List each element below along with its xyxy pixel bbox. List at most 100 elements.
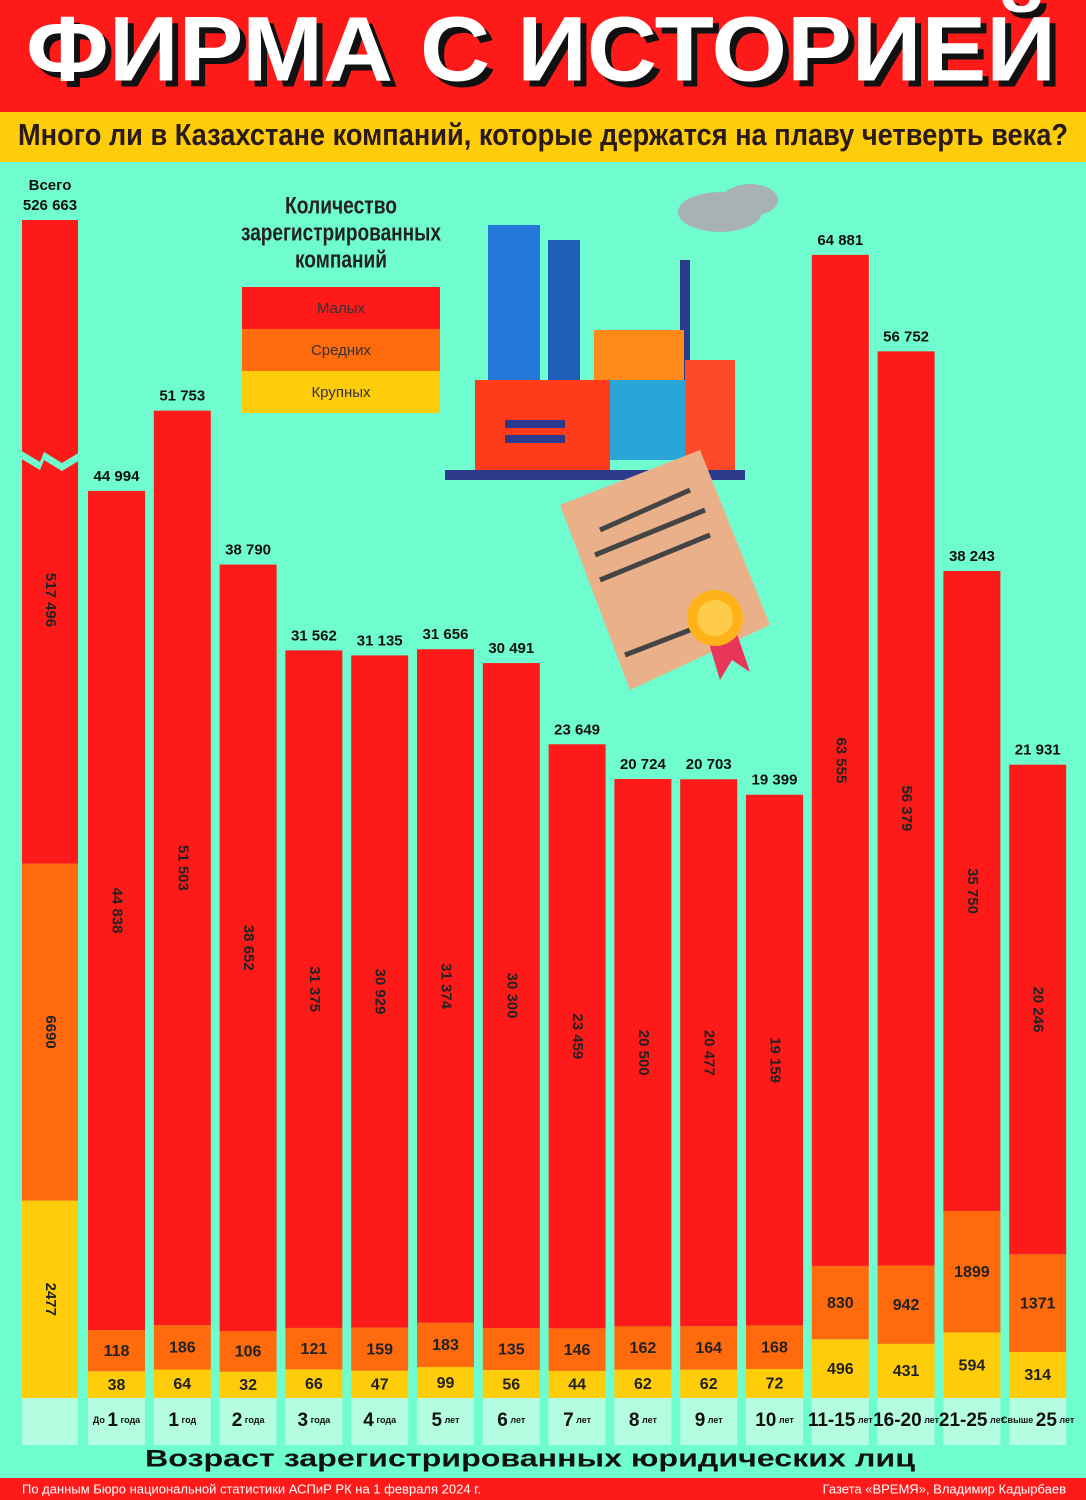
tick-part: года — [242, 1415, 265, 1425]
category-band — [153, 1398, 211, 1445]
x-tick-label: 7 лет — [563, 1410, 592, 1431]
value-label: 38 652 — [240, 925, 257, 971]
x-tick-label: 8 лет — [629, 1410, 658, 1431]
value-label: 31 375 — [306, 966, 323, 1012]
legend-title: зарегистрированных — [241, 219, 442, 246]
tick-part: Свыше — [1001, 1415, 1036, 1425]
total-label: 44 994 — [94, 468, 141, 485]
tick-part: 2 — [232, 1410, 243, 1431]
value-label: 1371 — [1020, 1295, 1056, 1312]
total-label: 21 931 — [1015, 742, 1061, 759]
bar-segment — [811, 1265, 869, 1340]
bar-segment — [1009, 764, 1067, 1255]
source-note: По данным Бюро национальной статистики А… — [22, 1481, 481, 1496]
total-label: 23 649 — [554, 721, 600, 738]
value-label: 19 159 — [767, 1037, 784, 1083]
bar-segment — [746, 1325, 803, 1369]
legend-label: Крупных — [311, 384, 371, 401]
subtitle-band — [0, 112, 1086, 162]
bar-segment — [22, 1200, 78, 1398]
total-label: 20 724 — [620, 756, 667, 773]
category-band — [417, 1398, 474, 1445]
bar-segment — [943, 1210, 1001, 1333]
total-label: 56 752 — [883, 328, 929, 345]
category-band — [746, 1398, 803, 1445]
x-tick-label: 1 год — [168, 1410, 196, 1431]
axis-break — [20, 450, 80, 471]
value-label: 146 — [564, 1342, 591, 1359]
value-label: 2477 — [42, 1283, 59, 1316]
bar-segment — [285, 650, 343, 1328]
value-label: 942 — [893, 1297, 920, 1314]
tick-part: 4 — [363, 1410, 374, 1431]
category-band — [680, 1398, 738, 1445]
x-tick-label: 4 года — [363, 1410, 397, 1431]
value-label: 64 — [173, 1376, 191, 1393]
tick-part: 7 — [563, 1410, 574, 1431]
bar-segment — [943, 571, 1001, 1211]
bar-segment — [22, 863, 78, 1201]
bar-segment — [88, 1371, 145, 1398]
chart-title: ФИРМА С ИСТОРИЕЙ — [26, 0, 1056, 100]
value-label: 56 — [502, 1376, 520, 1393]
tick-part: 9 — [695, 1410, 706, 1431]
overall-label: Всего — [29, 177, 72, 194]
total-label: 64 881 — [817, 232, 863, 249]
bar-segment — [285, 1327, 343, 1370]
tick-part: лет — [855, 1415, 873, 1425]
value-label: 186 — [169, 1340, 196, 1357]
tick-part: 6 — [497, 1410, 508, 1431]
x-tick-label: 9 лет — [695, 1410, 724, 1431]
bar-segment — [680, 1326, 738, 1370]
bar-segment — [680, 1369, 738, 1398]
bar-segment — [877, 1265, 935, 1344]
bar-segment — [351, 1370, 409, 1398]
value-label: 20 246 — [1030, 987, 1047, 1033]
bar-segment — [88, 1330, 145, 1372]
value-label: 30 300 — [503, 973, 520, 1019]
bar-segment — [219, 1371, 277, 1398]
value-label: 135 — [498, 1341, 525, 1358]
value-label: 56 379 — [898, 785, 915, 831]
value-label: 23 459 — [569, 1013, 586, 1059]
legend-swatch — [242, 329, 440, 371]
bar-segment — [877, 351, 935, 1266]
bar-segment — [417, 1322, 474, 1368]
value-label: 99 — [437, 1375, 455, 1392]
value-label: 63 555 — [832, 737, 849, 783]
bar-segment — [417, 1367, 474, 1398]
bar-segment — [482, 1328, 540, 1371]
bar-segment — [482, 663, 540, 1329]
bar-segment — [811, 254, 869, 1266]
bar-segment — [351, 655, 409, 1328]
value-label: 830 — [827, 1295, 854, 1312]
tick-part: 1 — [168, 1410, 179, 1431]
value-label: 20 477 — [701, 1030, 718, 1076]
x-tick-label: 21-25 лет — [939, 1410, 1006, 1431]
category-band — [285, 1398, 343, 1445]
footer-band — [0, 1478, 1086, 1500]
x-tick-label: 2 года — [232, 1410, 266, 1431]
bar-segment — [746, 794, 803, 1326]
bar-segment — [746, 1368, 803, 1398]
value-label: 30 929 — [372, 969, 389, 1015]
title-shadow: ФИРМА С ИСТОРИЕЙ — [32, 2, 1062, 106]
value-label: 183 — [432, 1337, 459, 1354]
bar-segment — [548, 1370, 606, 1398]
tick-part: 5 — [432, 1410, 443, 1431]
tick-part: лет — [639, 1415, 657, 1425]
bar-segment — [153, 1369, 211, 1398]
tick-part: года — [118, 1415, 141, 1425]
legend-swatch — [242, 287, 440, 329]
category-band — [1009, 1398, 1067, 1445]
bar-segment — [680, 779, 738, 1327]
tick-part: До — [93, 1415, 108, 1425]
category-band — [614, 1398, 672, 1445]
title-band — [0, 0, 1086, 112]
bar-segment — [417, 649, 474, 1323]
category-band — [88, 1398, 145, 1445]
value-label: 164 — [695, 1340, 722, 1357]
value-label: 72 — [766, 1376, 784, 1393]
